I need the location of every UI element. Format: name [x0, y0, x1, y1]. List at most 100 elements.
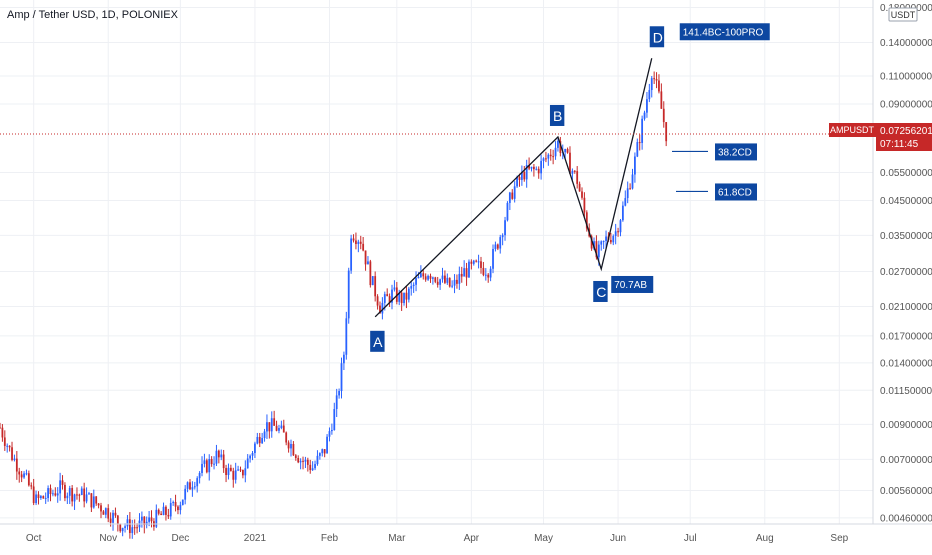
candle — [217, 449, 220, 464]
price-tick-label: 0.03500000 — [880, 231, 932, 242]
candle — [297, 455, 300, 464]
price-tick-label: 0.02700000 — [880, 267, 932, 278]
candle — [614, 223, 617, 245]
candle — [422, 269, 425, 280]
candle — [52, 489, 54, 497]
candle — [59, 472, 62, 501]
candle — [309, 459, 312, 474]
price-tick-label: 0.14000000 — [880, 38, 932, 49]
candle — [165, 505, 167, 521]
candle — [612, 234, 615, 246]
candle — [460, 266, 463, 283]
candle — [316, 450, 319, 466]
candle — [237, 465, 239, 472]
candle — [566, 147, 569, 154]
fib-level-label: 61.8CD — [715, 183, 757, 201]
candle — [417, 272, 420, 279]
candle — [330, 423, 333, 435]
candle — [528, 157, 530, 171]
candle — [323, 449, 326, 458]
candle — [302, 456, 304, 470]
time-tick-label: Feb — [321, 533, 339, 544]
candle — [525, 159, 528, 188]
candle — [270, 411, 273, 438]
candle — [1, 424, 4, 442]
candle — [268, 422, 271, 439]
candle — [631, 168, 634, 190]
candle — [350, 234, 353, 274]
candle — [287, 440, 290, 453]
candle — [590, 234, 593, 251]
candle — [357, 239, 360, 253]
candle — [547, 153, 550, 166]
candle — [434, 276, 437, 284]
candle — [475, 259, 478, 263]
candle — [181, 499, 184, 506]
candle — [92, 489, 95, 509]
time-axis[interactable]: Oct Nov Dec 2021 Feb Mar Apr May Jun Jul Aug Sep — [26, 533, 849, 544]
fib-level-label: 38.2CD — [715, 143, 757, 161]
candle — [352, 234, 355, 243]
candle — [222, 449, 225, 473]
candle — [150, 510, 153, 528]
candle — [403, 292, 405, 306]
candle — [542, 157, 545, 169]
ratio-label-bc-text: 141.4BC-100PRO — [683, 27, 764, 38]
candle — [376, 294, 379, 310]
candle — [242, 469, 244, 479]
candle — [160, 511, 163, 516]
candle — [116, 514, 119, 532]
candle — [465, 262, 468, 286]
candle — [35, 490, 37, 506]
candle — [37, 491, 40, 505]
candle — [27, 470, 30, 487]
candle — [64, 482, 66, 502]
candle — [205, 458, 208, 474]
candle — [114, 507, 117, 518]
price-tick-label: 0.01400000 — [880, 358, 932, 369]
price-tick-label: 0.01700000 — [880, 331, 932, 342]
candle — [193, 481, 196, 490]
candle — [47, 485, 49, 502]
candle — [629, 183, 631, 190]
candle — [583, 192, 586, 217]
point-label-d: D — [649, 26, 665, 48]
candle — [345, 311, 348, 360]
candle — [410, 281, 413, 296]
candle — [30, 482, 33, 490]
candle — [210, 456, 213, 467]
price-tick-label: 0.05500000 — [880, 168, 932, 179]
candle — [162, 502, 165, 516]
candle — [97, 503, 100, 509]
candle — [477, 254, 480, 269]
candle — [90, 493, 93, 512]
candle — [246, 454, 249, 469]
candle — [393, 280, 396, 292]
candle — [15, 450, 18, 480]
candle — [371, 276, 374, 286]
candle — [44, 492, 47, 504]
candle — [169, 498, 172, 520]
candle — [244, 460, 247, 483]
time-tick-label: Jun — [610, 533, 626, 544]
candle — [470, 259, 473, 270]
candle — [456, 274, 458, 289]
candle — [145, 516, 148, 529]
candle — [605, 230, 607, 249]
time-tick-label: Dec — [171, 533, 189, 544]
candle — [208, 454, 211, 481]
candle — [355, 232, 357, 250]
pattern-line — [374, 58, 653, 318]
candle — [191, 481, 194, 497]
candle — [523, 165, 526, 182]
abcd-pattern: A B C D 70.7AB 141.4BC-100PRO 38.2CD 61.8CD — [370, 23, 770, 352]
candle — [407, 286, 410, 303]
price-tick-label: 0.00560000 — [880, 486, 932, 497]
candle — [499, 234, 502, 254]
candle — [42, 495, 45, 499]
candle — [530, 166, 533, 172]
candle — [487, 273, 490, 283]
candle — [508, 191, 511, 211]
candle — [552, 149, 555, 165]
